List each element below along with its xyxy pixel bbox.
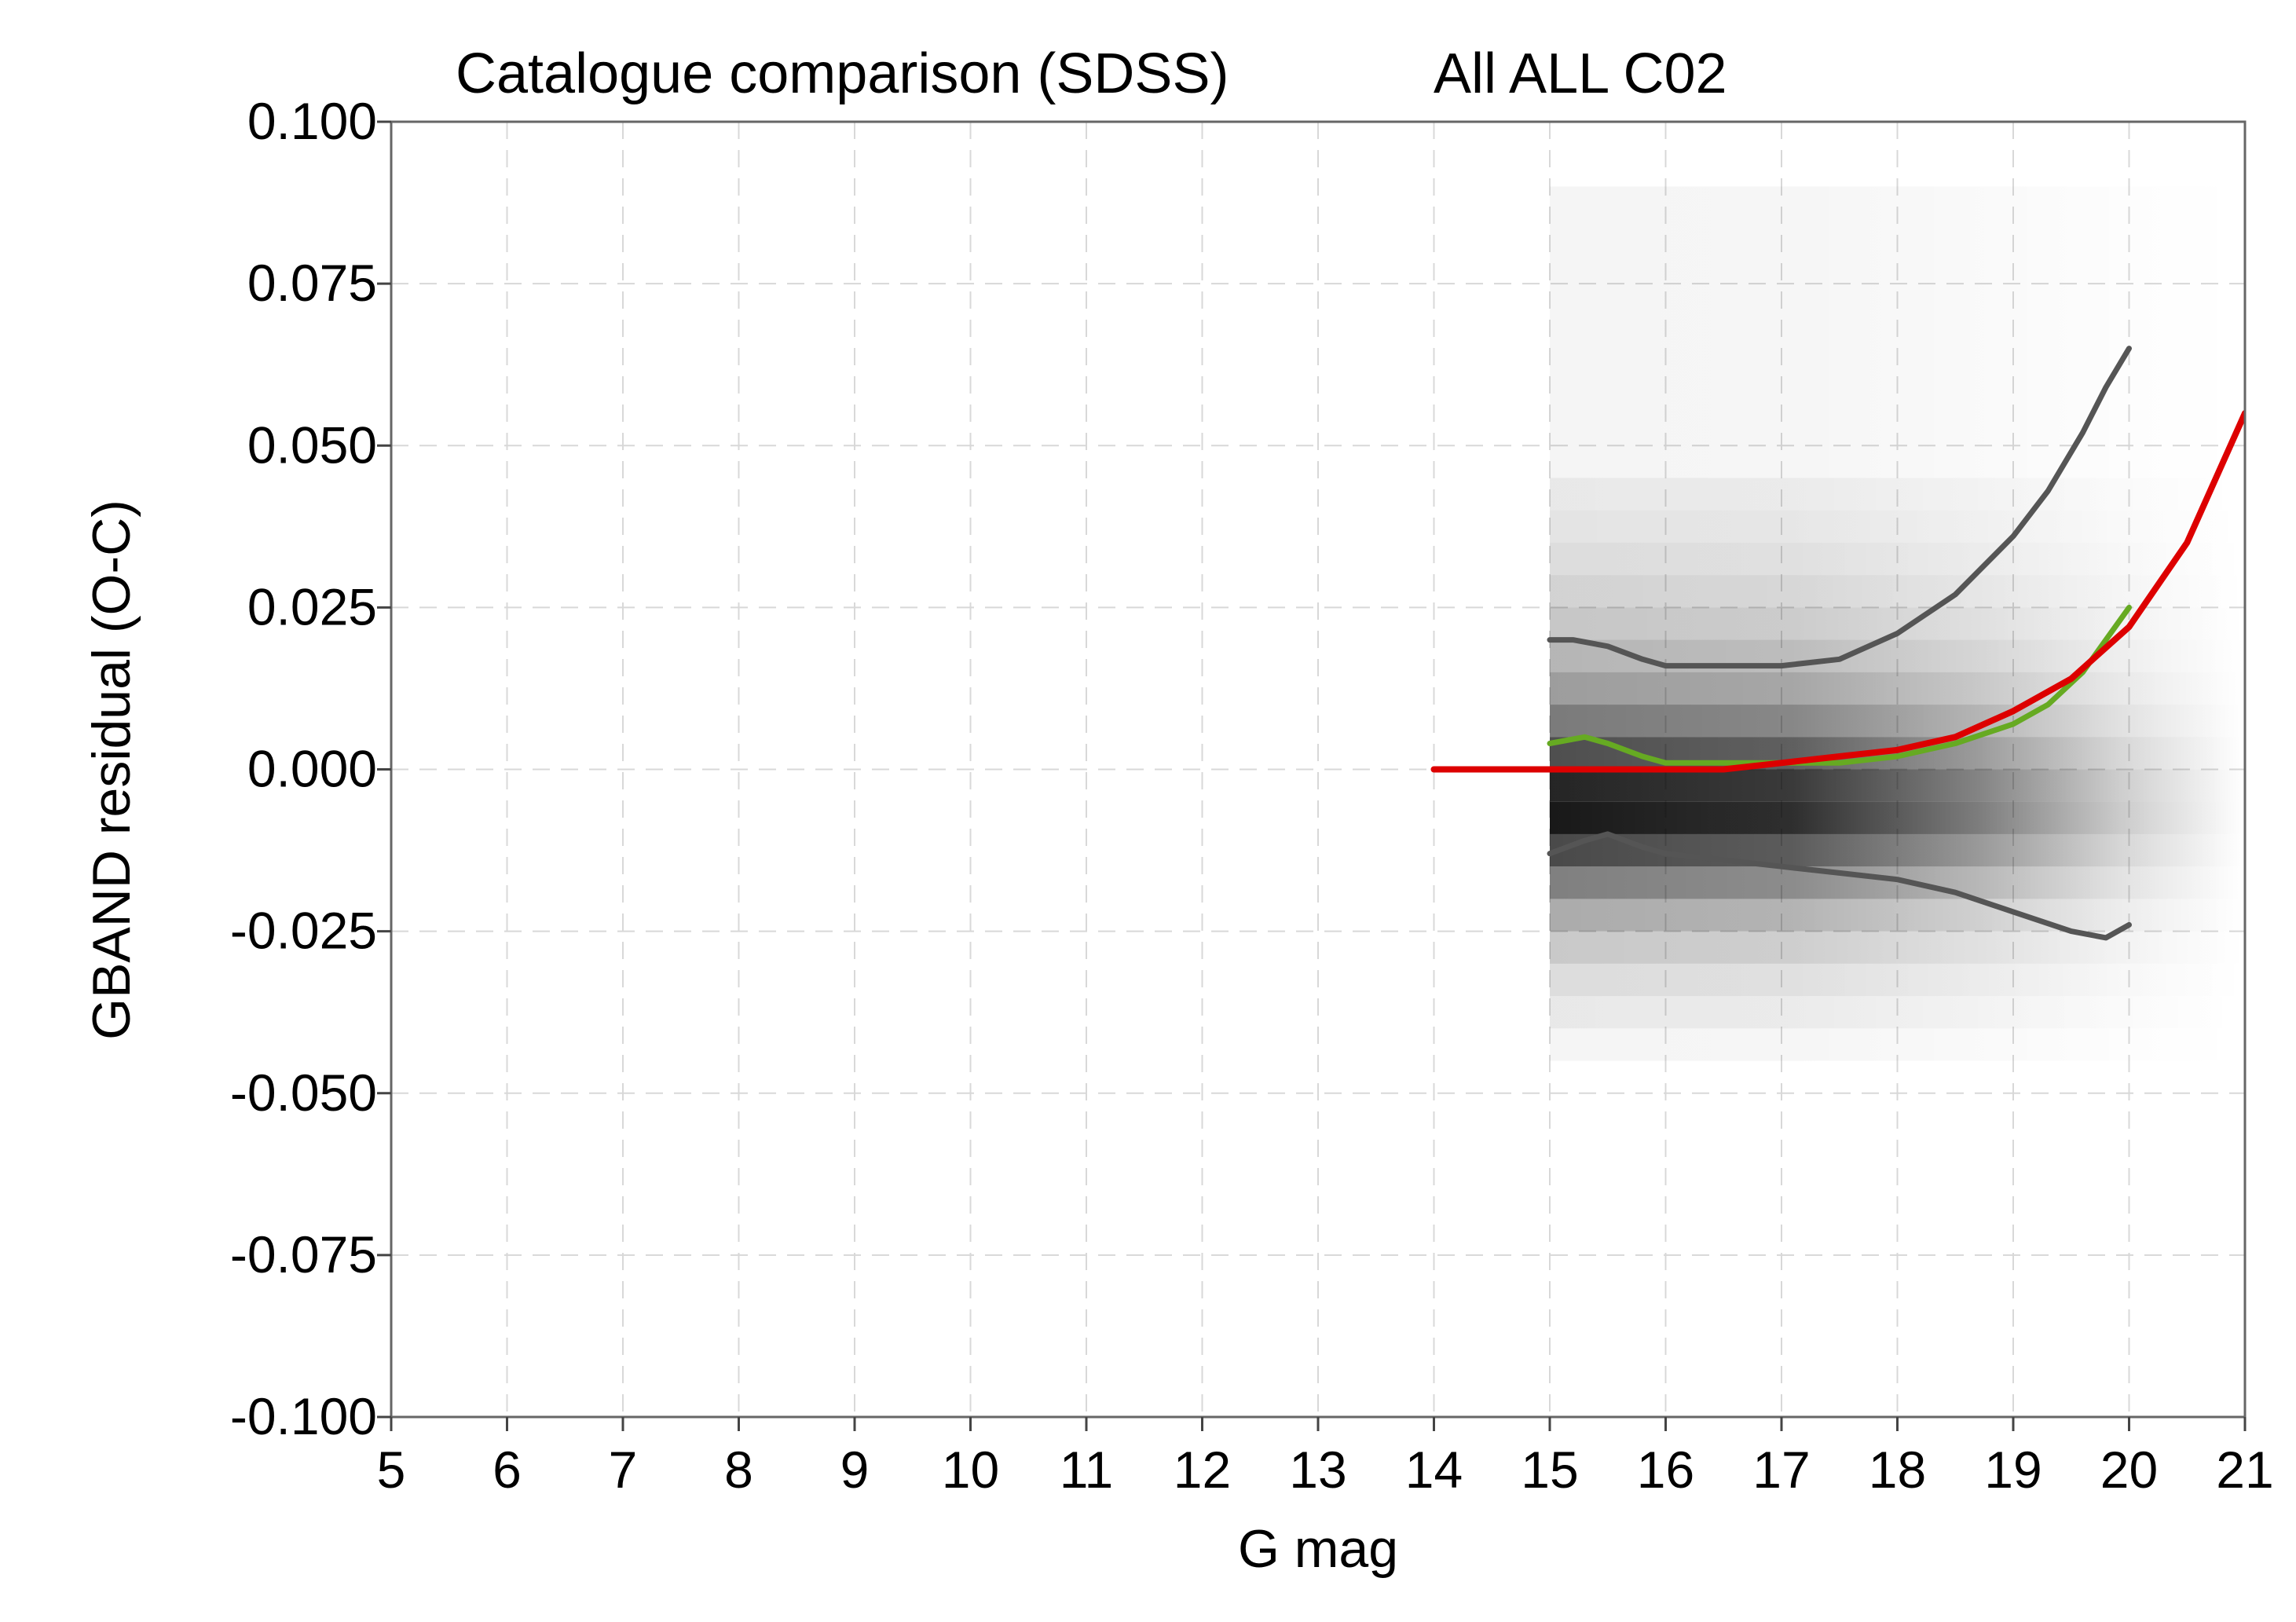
x-tick-label: 12 bbox=[1174, 1441, 1231, 1499]
y-axis-label: GBAND residual (O-C) bbox=[82, 500, 141, 1040]
x-ticks: 5 6 7 8 9 10 11 12 13 14 15 16 17 18 19 20 21 bbox=[377, 1417, 2274, 1499]
x-tick-label: 10 bbox=[942, 1441, 999, 1499]
y-tick-label: -0.025 bbox=[230, 902, 377, 960]
y-tick-label: -0.075 bbox=[230, 1225, 377, 1283]
y-tick-label: 0.075 bbox=[247, 254, 377, 312]
y-tick-label: 0.100 bbox=[247, 92, 377, 150]
x-tick-label: 6 bbox=[493, 1441, 522, 1499]
x-tick-label: 18 bbox=[1869, 1441, 1926, 1499]
x-tick-label: 7 bbox=[609, 1441, 638, 1499]
y-tick-label: -0.050 bbox=[230, 1064, 377, 1122]
series-line-median bbox=[1547, 604, 2132, 766]
x-tick-label: 21 bbox=[2216, 1441, 2273, 1499]
series-line-lower bbox=[1547, 831, 2132, 941]
series-line-upper bbox=[1547, 346, 2132, 669]
x-tick-label: 16 bbox=[1637, 1441, 1694, 1499]
x-tick-label: 15 bbox=[1521, 1441, 1578, 1499]
x-tick-label: 19 bbox=[1984, 1441, 2041, 1499]
series-lines bbox=[1430, 346, 2245, 941]
x-tick-label: 17 bbox=[1752, 1441, 1810, 1499]
grid bbox=[391, 122, 2245, 1417]
y-tick-label: 0.050 bbox=[247, 416, 377, 474]
chart-subtitle: All ALL C02 bbox=[1434, 42, 1727, 105]
y-tick-label: -0.100 bbox=[230, 1387, 377, 1445]
x-tick-label: 8 bbox=[724, 1441, 753, 1499]
x-tick-label: 20 bbox=[2100, 1441, 2158, 1499]
y-tick-label: 0.025 bbox=[247, 577, 377, 635]
x-tick-label: 14 bbox=[1405, 1441, 1463, 1499]
y-ticks: -0.100 -0.075 -0.050 -0.025 0.000 0.025 0.050 0… bbox=[230, 92, 391, 1445]
x-tick-label: 11 bbox=[1060, 1441, 1114, 1499]
x-tick-label: 5 bbox=[377, 1441, 406, 1499]
y-tick-label: 0.000 bbox=[247, 740, 377, 798]
x-axis-label: G mag bbox=[1238, 1519, 1398, 1579]
density-background bbox=[1550, 186, 2245, 1061]
chart-title: Catalogue comparison (SDSS) bbox=[456, 42, 1229, 105]
series-line-fit bbox=[1430, 410, 2245, 773]
density-halo bbox=[1550, 186, 2245, 1061]
x-tick-label: 9 bbox=[840, 1441, 870, 1499]
x-tick-label: 13 bbox=[1289, 1441, 1346, 1499]
